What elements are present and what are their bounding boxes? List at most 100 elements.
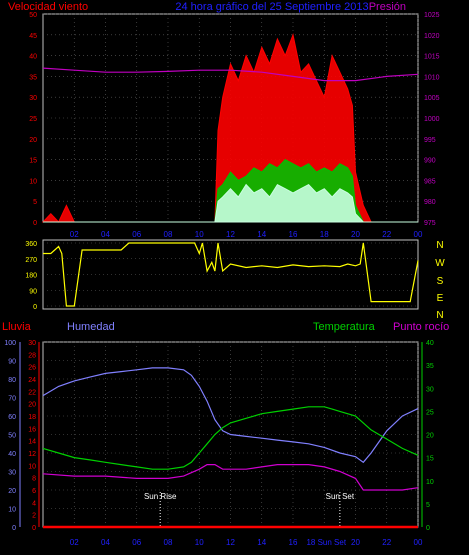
sunrise-label: Sun Rise: [144, 492, 177, 501]
direction-y-tick: 0: [33, 304, 37, 311]
humidity-x-tick: 16: [289, 538, 298, 547]
wind-x-tick: 16: [289, 230, 298, 239]
compass-label: N: [436, 310, 443, 321]
wind-y-tick: 50: [29, 12, 37, 19]
humidity-x-tick: 10: [195, 538, 204, 547]
humidity-y-tick: 20: [8, 488, 16, 495]
rain-y-tick: 4: [32, 500, 36, 507]
pressure-y-tick: 1005: [424, 95, 440, 102]
rain-title: Lluvia: [2, 321, 32, 333]
temp-y-tick: 30: [426, 386, 434, 393]
wind-x-tick: 14: [257, 230, 266, 239]
humidity-y-tick: 30: [8, 470, 16, 477]
compass-label: N: [436, 240, 443, 251]
rain-y-tick: 16: [28, 426, 36, 433]
temp-y-tick: 40: [426, 340, 434, 347]
sunset-x-tick: 18 Sun Set: [306, 538, 346, 547]
wind-x-tick: 04: [101, 230, 110, 239]
direction-y-tick: 90: [29, 288, 37, 295]
wind-y-tick: 10: [29, 178, 37, 185]
humidity-y-tick: 0: [12, 525, 16, 532]
pressure-y-tick: 975: [424, 220, 436, 227]
sunset-label: Sun Set: [326, 492, 355, 501]
rain-y-tick: 24: [28, 377, 36, 384]
rain-y-tick: 26: [28, 365, 36, 372]
humidity-title: Humedad: [67, 321, 115, 333]
rain-y-tick: 18: [28, 414, 36, 421]
rain-y-tick: 22: [28, 389, 36, 396]
pressure-y-tick: 1025: [424, 12, 440, 19]
compass-label: S: [437, 276, 444, 287]
wind-y-tick: 15: [29, 158, 37, 165]
chart-title: 24 hora gráfico del 25 Septiembre 2013: [175, 1, 368, 13]
pressure-y-tick: 1010: [424, 74, 440, 81]
wind-x-tick: 22: [382, 230, 391, 239]
rain-y-tick: 28: [28, 352, 36, 359]
wind-speed-title: Velocidad viento: [8, 1, 88, 13]
temp-y-tick: 15: [426, 456, 434, 463]
wind-y-tick: 0: [33, 220, 37, 227]
humidity-x-tick: 04: [101, 538, 110, 547]
humidity-x-tick: 22: [382, 538, 391, 547]
humidity-x-tick: 20: [351, 538, 360, 547]
wind-x-tick: 02: [70, 230, 79, 239]
wind-x-tick: 08: [164, 230, 173, 239]
rain-y-tick: 6: [32, 488, 36, 495]
temp-y-tick: 20: [426, 433, 434, 440]
humidity-x-tick: 00: [414, 538, 423, 547]
rain-y-tick: 0: [32, 525, 36, 532]
pressure-y-tick: 1020: [424, 33, 440, 40]
humidity-y-tick: 10: [8, 507, 16, 514]
temp-y-tick: 0: [426, 525, 430, 532]
wind-y-tick: 30: [29, 95, 37, 102]
direction-y-tick: 360: [25, 241, 37, 248]
humidity-y-tick: 50: [8, 433, 16, 440]
humidity-x-tick: 08: [164, 538, 173, 547]
wind-y-tick: 45: [29, 33, 37, 40]
pressure-y-tick: 995: [424, 137, 436, 144]
humidity-x-tick: 14: [257, 538, 266, 547]
wind-y-tick: 35: [29, 74, 37, 81]
pressure-y-tick: 990: [424, 158, 436, 165]
wind-series-2: [43, 183, 418, 223]
direction-line: [43, 242, 419, 307]
pressure-y-tick: 1000: [424, 116, 440, 123]
direction-y-tick: 180: [25, 273, 37, 280]
series-temperatura: [42, 406, 419, 470]
humidity-y-tick: 40: [8, 451, 16, 458]
pressure-y-tick: 985: [424, 178, 436, 185]
dewpoint-title: Punto rocío: [393, 321, 449, 333]
direction-y-tick: 270: [25, 257, 37, 264]
rain-y-tick: 2: [32, 513, 36, 520]
wind-y-tick: 5: [33, 199, 37, 206]
pressure-line: [42, 67, 419, 82]
rain-y-tick: 12: [28, 451, 36, 458]
rain-y-tick: 8: [32, 476, 36, 483]
rain-y-tick: 10: [28, 463, 36, 470]
series-humedad: [42, 367, 419, 464]
temp-y-tick: 25: [426, 409, 434, 416]
wind-x-tick: 06: [132, 230, 141, 239]
wind-y-tick: 25: [29, 116, 37, 123]
wind-x-tick: 00: [414, 230, 423, 239]
wind-x-tick: 20: [351, 230, 360, 239]
humidity-y-tick: 70: [8, 396, 16, 403]
temp-y-tick: 35: [426, 363, 434, 370]
wind-x-tick: 10: [195, 230, 204, 239]
humidity-x-tick: 12: [226, 538, 235, 547]
wind-x-tick: 12: [226, 230, 235, 239]
rain-y-tick: 14: [28, 439, 36, 446]
temperature-title: Temperatura: [313, 321, 376, 333]
wind-x-tick: 18: [320, 230, 329, 239]
rain-y-tick: 30: [28, 340, 36, 347]
compass-label: W: [435, 258, 445, 269]
pressure-title: Presión: [369, 1, 406, 13]
humidity-y-tick: 90: [8, 359, 16, 366]
humidity-y-tick: 100: [4, 340, 16, 347]
pressure-y-tick: 980: [424, 199, 436, 206]
rain-y-tick: 20: [28, 402, 36, 409]
humidity-x-tick: 06: [132, 538, 141, 547]
humidity-y-tick: 60: [8, 414, 16, 421]
temp-y-tick: 5: [426, 502, 430, 509]
